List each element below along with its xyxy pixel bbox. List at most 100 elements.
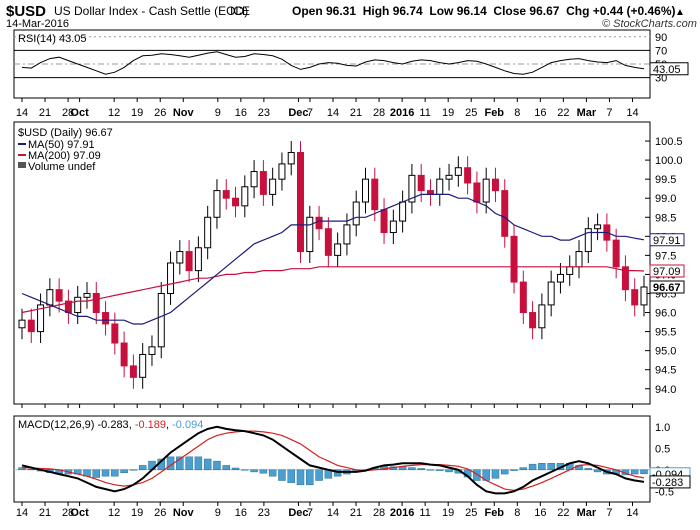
candle-body <box>324 228 332 256</box>
macd-histogram-bar <box>231 467 240 470</box>
x-tick-label: Mar <box>577 107 597 119</box>
macd-histogram-bar <box>640 469 648 475</box>
x-tick-label: 12 <box>108 107 120 119</box>
x-tick-label: Feb <box>484 507 504 519</box>
macd-panel <box>13 415 651 503</box>
candle-body <box>83 292 91 298</box>
x-tick-label: 28 <box>62 507 74 519</box>
macd-histogram-bar <box>203 458 212 470</box>
x-tick-label: 19 <box>442 507 454 519</box>
x-tick-label: 28 <box>62 107 74 119</box>
candle-body <box>287 151 295 165</box>
macd-histogram-bar <box>138 465 147 471</box>
x-tick-label: 22 <box>557 507 569 519</box>
candle-body <box>352 201 360 226</box>
volume-legend-swatch <box>18 162 26 168</box>
macd-histogram-bar <box>426 469 435 471</box>
price-panel <box>13 121 651 405</box>
candle-body <box>371 178 379 211</box>
x-tick-label: 2016 <box>390 107 414 119</box>
candle-body <box>213 190 221 218</box>
candle-body <box>454 167 462 176</box>
x-tick-label: 7 <box>307 107 313 119</box>
macd-tick-label: 0.5 <box>655 443 670 455</box>
macd-histogram-bar <box>129 469 138 471</box>
x-tick-label: Oct <box>70 507 89 519</box>
macd-histogram-bar <box>306 469 314 486</box>
candle-body <box>510 235 518 283</box>
candle-body <box>92 292 100 314</box>
macd-histogram-bar <box>268 469 277 477</box>
macd-histogram-bar <box>278 469 286 481</box>
x-tick-label: Dec <box>288 107 308 119</box>
exchange: ICE <box>230 4 250 18</box>
x-tick-label: 19 <box>131 507 143 519</box>
rsi-tick-label: 90 <box>655 32 667 44</box>
x-tick-label: 28 <box>373 507 385 519</box>
candle-body <box>120 342 128 367</box>
x-tick-label: Nov <box>173 507 195 519</box>
candle-body <box>473 182 481 203</box>
instrument-name: US Dollar Index - Cash Settle (EOD) <box>54 4 248 18</box>
candle-body <box>380 209 388 234</box>
macd-histogram-bar <box>296 469 305 486</box>
candle-body <box>399 201 407 222</box>
x-tick-label: 21 <box>39 107 51 119</box>
macd-label-value: -0.283 <box>97 419 128 431</box>
candle-body <box>148 346 156 355</box>
candle-body <box>361 178 369 203</box>
candle-body <box>176 251 184 264</box>
macd-histogram-bar <box>519 467 528 471</box>
candle-body <box>334 243 342 256</box>
price-tick-label: 100.0 <box>655 155 683 167</box>
macd-histogram-bar <box>630 469 639 475</box>
candle-body <box>621 266 629 291</box>
macd-tick-label: 1.0 <box>655 422 670 434</box>
macd-histogram-bar <box>333 469 342 477</box>
macd-hist-value: -0.094 <box>172 419 203 431</box>
candle-body <box>547 281 555 306</box>
candle-body <box>37 304 45 333</box>
macd-label-prefix: MACD(12,26,9) <box>18 419 97 431</box>
macd-histogram-bar <box>491 469 500 479</box>
x-tick-label: 7 <box>606 107 612 119</box>
ma50-line <box>21 193 645 325</box>
date: 14-Mar-2016 <box>6 18 69 30</box>
x-tick-label: 11 <box>419 107 430 119</box>
price-tick-label: 99.0 <box>655 193 676 205</box>
x-tick-label: 21 <box>39 507 51 519</box>
macd-histogram-bar <box>538 463 546 470</box>
macd-histogram-bar <box>500 469 509 475</box>
candle-body <box>194 247 202 272</box>
macd-line <box>21 425 645 495</box>
candle-body <box>417 174 425 192</box>
price-legend: MA(50) 97.91 MA(200) 97.09 Volume undef <box>18 139 101 173</box>
x-tick-label: 2016 <box>390 507 414 519</box>
candle-body <box>55 289 63 302</box>
x-tick-label: 21 <box>350 507 362 519</box>
macd-histogram-bar <box>92 469 101 478</box>
x-tick-label: Oct <box>70 107 89 119</box>
candle-body <box>584 228 592 253</box>
macd-histogram-bar <box>222 465 230 471</box>
price-value-tag <box>649 233 685 247</box>
candle-body <box>74 296 82 314</box>
candle-body <box>139 353 147 378</box>
x-tick-label: 14 <box>626 507 638 519</box>
x-tick-label: 9 <box>215 507 221 519</box>
price-tick-label: 95.0 <box>655 346 676 358</box>
macd-histogram-bar <box>213 460 221 470</box>
macd-histogram-bar <box>27 469 36 471</box>
copyright: © StockCharts.com <box>602 18 697 30</box>
candle-body <box>640 286 648 306</box>
rsi-label: RSI(14) 43.05 <box>18 33 86 45</box>
macd-histogram-bar <box>185 456 193 471</box>
macd-histogram-bar <box>250 469 258 473</box>
candle-body <box>594 224 602 230</box>
x-tick-label: 14 <box>327 107 339 119</box>
candle-body <box>241 186 249 207</box>
x-tick-label: 14 <box>16 107 28 119</box>
x-tick-label: 19 <box>131 107 143 119</box>
x-tick-label: Feb <box>484 107 504 119</box>
